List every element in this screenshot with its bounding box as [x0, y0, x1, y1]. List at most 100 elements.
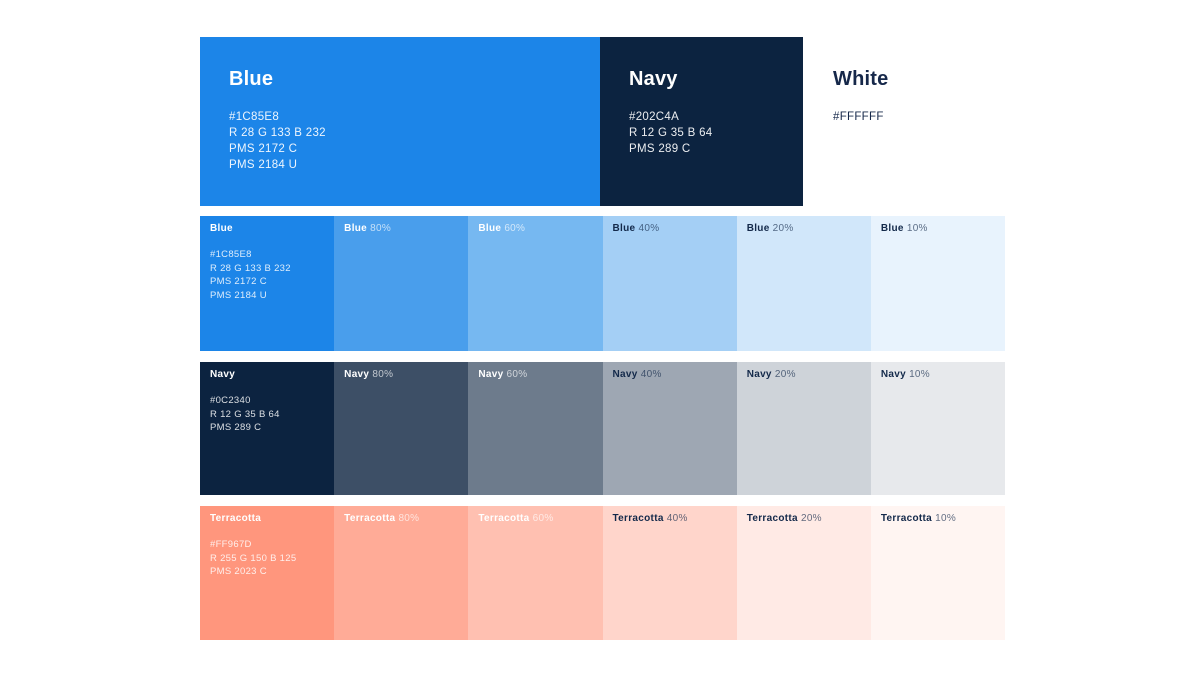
tint-cell-terracotta-60%: Terracotta 60% [468, 506, 603, 640]
tint-cell-navy-10%: Navy 10% [870, 362, 1006, 495]
tint-color-name: Terracotta [478, 513, 530, 524]
tint-percentage: 60% [532, 513, 554, 524]
tint-cell-navy-20%: Navy 20% [736, 362, 871, 495]
tint-cell-blue-base: Blue #1C85E8 R 28 G 133 B 232 PMS 2172 C PMS… [200, 216, 335, 351]
tint-cell-label: Terracotta 60% [478, 513, 593, 524]
tint-detail-line: R 28 G 133 B 232 [210, 262, 291, 274]
tint-row-terracotta: Terracotta #FF967D R 255 G 150 B 125 PMS 20… [200, 506, 1006, 640]
tint-cell-blue-80%: Blue 80% [334, 216, 469, 351]
tint-percentage: 80% [398, 513, 420, 524]
tint-cell-label: Blue 40% [613, 223, 728, 234]
tint-percentage: 80% [372, 369, 394, 380]
swatch-detail-line: PMS 2184 U [229, 159, 298, 171]
swatch-detail-line: PMS 2172 C [229, 143, 298, 155]
tint-cell-details: #0C2340 R 12 G 35 B 64 PMS 289 C [210, 394, 325, 435]
tint-color-name: Blue [478, 223, 502, 234]
tint-cell-navy-base: Navy #0C2340 R 12 G 35 B 64 PMS 289 C [200, 362, 335, 495]
tint-cell-label: Blue 20% [747, 223, 862, 234]
tint-cell-terracotta-10%: Terracotta 10% [870, 506, 1006, 640]
tint-cell-label: Terracotta 10% [881, 513, 996, 524]
tint-detail-line: R 12 G 35 B 64 [210, 408, 280, 420]
tint-cell-terracotta-base: Terracotta #FF967D R 255 G 150 B 125 PMS 20… [200, 506, 335, 640]
tint-cell-label: Blue 10% [881, 223, 996, 234]
tint-cell-details: #FF967D R 255 G 150 B 125 PMS 2023 C [210, 538, 325, 579]
tint-color-name: Terracotta [344, 513, 396, 524]
tint-cell-navy-60%: Navy 60% [468, 362, 603, 495]
swatch-title: Navy [629, 68, 678, 90]
tint-cell-terracotta-40%: Terracotta 40% [602, 506, 737, 640]
tint-detail-line: PMS 2023 C [210, 566, 267, 577]
tint-cell-terracotta-20%: Terracotta 20% [736, 506, 871, 640]
tint-percentage: 20% [772, 223, 794, 234]
tint-cell-label: Navy 60% [478, 369, 593, 380]
swatch-detail-line: #1C85E8 [229, 111, 280, 123]
swatch-detail-line: #202C4A [629, 111, 680, 123]
tint-cell-label: Navy 40% [613, 369, 728, 380]
swatch-title: Blue [229, 68, 274, 90]
tint-cell-label: Terracotta 40% [613, 513, 728, 524]
tint-color-name: Blue [210, 223, 233, 234]
tint-percentage: 20% [800, 513, 822, 524]
tint-percentage: 10% [906, 223, 928, 234]
tint-cell-label: Navy [210, 369, 325, 380]
primary-swatch-navy: Navy #202C4A R 12 G 35 B 64 PMS 289 C [600, 37, 803, 206]
tint-detail-line: R 255 G 150 B 125 [210, 552, 297, 564]
tint-percentage: 10% [935, 513, 957, 524]
tint-cell-label: Blue 60% [478, 223, 593, 234]
tint-color-name: Blue [344, 223, 368, 234]
tint-detail-line: #0C2340 [210, 395, 251, 406]
swatch-title: White [833, 68, 889, 90]
tint-cell-blue-60%: Blue 60% [468, 216, 603, 351]
tint-color-name: Navy [210, 369, 236, 380]
tint-color-name: Blue [880, 223, 904, 234]
tint-cell-navy-40%: Navy 40% [602, 362, 737, 495]
tint-detail-line: #1C85E8 [210, 249, 252, 260]
tint-color-name: Terracotta [746, 513, 798, 524]
tint-detail-line: PMS 2172 C [210, 276, 267, 287]
tint-cell-navy-80%: Navy 80% [334, 362, 469, 495]
tint-percentage: 60% [506, 369, 528, 380]
primary-swatch-white: White #FFFFFF [833, 37, 1005, 206]
tint-cell-label: Navy 10% [881, 369, 996, 380]
tint-color-name: Terracotta [612, 513, 664, 524]
tint-percentage: 40% [638, 223, 660, 234]
tint-percentage: 80% [370, 223, 392, 234]
tint-color-name: Blue [746, 223, 770, 234]
tint-row-blue: Blue #1C85E8 R 28 G 133 B 232 PMS 2172 C PMS… [200, 216, 1006, 351]
tint-color-name: Navy [746, 369, 772, 380]
tint-cell-label: Blue 80% [344, 223, 459, 234]
tint-cell-label: Terracotta [210, 513, 325, 524]
swatch-details: #202C4A R 12 G 35 B 64 PMS 289 C [629, 109, 803, 157]
tint-cell-details: #1C85E8 R 28 G 133 B 232 PMS 2172 C PMS 218… [210, 248, 325, 302]
tint-color-name: Blue [612, 223, 636, 234]
swatch-detail-line: PMS 289 C [629, 143, 691, 155]
tint-color-name: Terracotta [210, 513, 262, 524]
tint-row-navy: Navy #0C2340 R 12 G 35 B 64 PMS 289 C Navy 8… [200, 362, 1006, 495]
tint-cell-blue-10%: Blue 10% [870, 216, 1006, 351]
tint-cell-label: Navy 80% [344, 369, 459, 380]
tint-detail-line: #FF967D [210, 539, 252, 550]
tint-percentage: 20% [774, 369, 796, 380]
tint-detail-line: PMS 2184 U [210, 289, 267, 301]
swatch-detail-line: R 28 G 133 B 232 [229, 127, 326, 139]
tint-cell-label: Terracotta 80% [344, 513, 459, 524]
tint-cell-label: Blue [210, 223, 325, 234]
tint-percentage: 60% [504, 223, 526, 234]
tint-cell-blue-20%: Blue 20% [736, 216, 871, 351]
tint-cell-label: Terracotta 20% [747, 513, 862, 524]
tint-color-name: Terracotta [880, 513, 933, 524]
tint-color-name: Navy [880, 369, 906, 380]
tint-color-name: Navy [612, 369, 638, 380]
tint-cell-blue-40%: Blue 40% [602, 216, 737, 351]
tint-percentage: 40% [666, 513, 688, 524]
swatch-details: #1C85E8 R 28 G 133 B 232 PMS 2172 C PMS 218… [229, 109, 600, 173]
primary-swatch-blue: Blue #1C85E8 R 28 G 133 B 232 PMS 2172 C PM… [200, 37, 600, 206]
swatch-detail-line: R 12 G 35 B 64 [629, 127, 713, 139]
tint-color-name: Navy [344, 369, 370, 380]
tint-cell-label: Navy 20% [747, 369, 862, 380]
swatch-detail-line: #FFFFFF [833, 111, 884, 123]
tint-percentage: 10% [909, 369, 930, 380]
tint-cell-terracotta-80%: Terracotta 80% [334, 506, 469, 640]
tint-color-name: Navy [478, 369, 504, 380]
